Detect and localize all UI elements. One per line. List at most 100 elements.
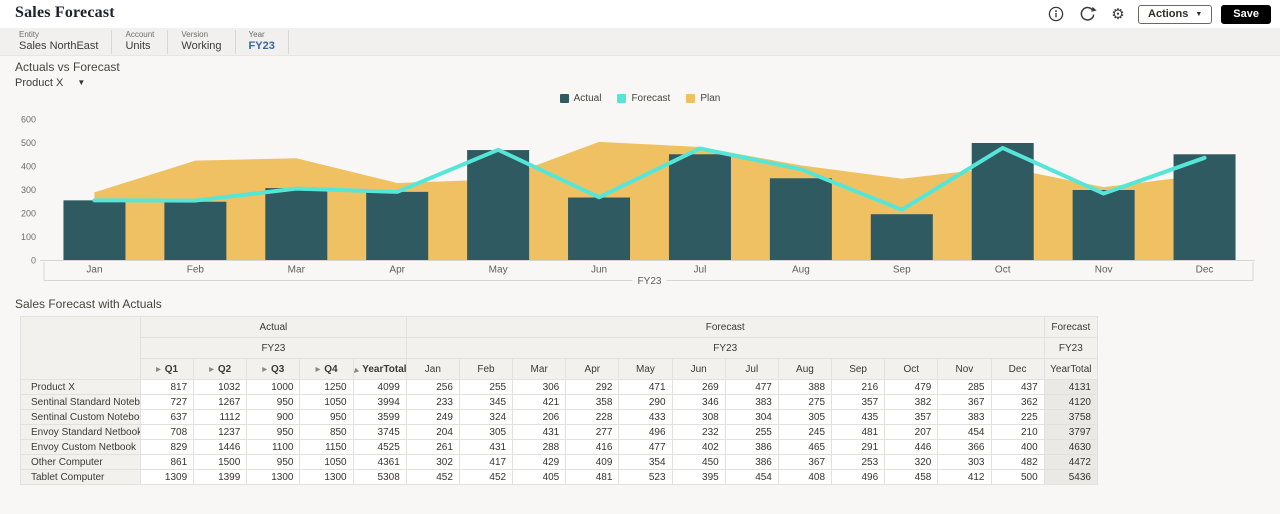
pov-value[interactable]: FY23 <box>248 40 275 52</box>
grid-cell[interactable]: 416 <box>565 439 620 455</box>
grid-cell[interactable]: 450 <box>671 454 726 470</box>
row-header[interactable]: Sentinal Standard Notebook <box>20 394 141 410</box>
grid-cell[interactable]: 386 <box>724 454 779 470</box>
grid-cell[interactable]: 429 <box>512 454 567 470</box>
collapse-icon[interactable]: ▶ <box>353 366 359 375</box>
product-selector[interactable]: Product X ▼ <box>15 77 85 89</box>
grid-cell[interactable]: 261 <box>405 439 460 455</box>
grid-cell[interactable]: 210 <box>990 424 1045 440</box>
grid-cell[interactable]: 458 <box>884 469 939 485</box>
grid-cell[interactable]: 431 <box>512 424 567 440</box>
grid-cell[interactable]: 4630 <box>1043 439 1099 455</box>
grid-cell[interactable]: 1446 <box>193 439 248 455</box>
grid-cell[interactable]: 216 <box>831 379 886 395</box>
grid-cell[interactable]: 431 <box>458 439 514 455</box>
grid-cell[interactable]: 1112 <box>193 409 248 425</box>
grid-cell[interactable]: 346 <box>671 394 726 410</box>
grid-cell[interactable]: 277 <box>565 424 620 440</box>
column-header-jul[interactable]: Jul <box>724 358 779 380</box>
grid-cell[interactable]: 446 <box>884 439 939 455</box>
grid-cell[interactable]: 5436 <box>1043 469 1099 485</box>
grid-cell[interactable]: 4099 <box>352 379 407 395</box>
grid-cell[interactable]: 471 <box>618 379 673 395</box>
grid-cell[interactable]: 1100 <box>246 439 301 455</box>
grid-cell[interactable]: 405 <box>512 469 567 485</box>
grid-cell[interactable]: 479 <box>884 379 939 395</box>
grid-cell[interactable]: 1267 <box>193 394 248 410</box>
grid-cell[interactable]: 383 <box>937 409 992 425</box>
column-header-oct[interactable]: Oct <box>884 358 939 380</box>
legend-item-plan[interactable]: Plan <box>686 93 720 104</box>
grid-cell[interactable]: 496 <box>618 424 673 440</box>
column-header-q4[interactable]: ▶ Q4 <box>299 358 354 380</box>
grid-cell[interactable]: 817 <box>139 379 195 395</box>
grid-cell[interactable]: 285 <box>937 379 992 395</box>
grid-cell[interactable]: 3599 <box>352 409 407 425</box>
grid-cell[interactable]: 4525 <box>352 439 407 455</box>
pov-item-version[interactable]: Version Working <box>168 29 236 54</box>
pov-value[interactable]: Units <box>125 40 151 52</box>
column-header-apr[interactable]: Apr <box>565 358 620 380</box>
grid-cell[interactable]: 454 <box>724 469 779 485</box>
grid-cell[interactable]: 950 <box>299 409 354 425</box>
info-icon-button[interactable] <box>1045 3 1067 25</box>
grid-cell[interactable]: 452 <box>458 469 514 485</box>
grid-cell[interactable]: 452 <box>405 469 460 485</box>
grid-cell[interactable]: 245 <box>777 424 833 440</box>
legend-item-forecast[interactable]: Forecast <box>617 93 670 104</box>
grid-cell[interactable]: 1150 <box>299 439 354 455</box>
refresh-icon-button[interactable] <box>1076 3 1098 25</box>
grid-cell[interactable]: 3994 <box>352 394 407 410</box>
grid-cell[interactable]: 4131 <box>1043 379 1099 395</box>
grid-cell[interactable]: 395 <box>671 469 726 485</box>
column-header-yeartotal[interactable]: YearTotal <box>1043 358 1099 380</box>
grid-cell[interactable]: 253 <box>831 454 886 470</box>
grid-cell[interactable]: 249 <box>405 409 460 425</box>
grid-cell[interactable]: 1399 <box>193 469 248 485</box>
grid-cell[interactable]: 412 <box>937 469 992 485</box>
grid-cell[interactable]: 727 <box>139 394 195 410</box>
grid-cell[interactable]: 1500 <box>193 454 248 470</box>
pov-item-year[interactable]: Year FY23 <box>236 29 289 54</box>
pov-value[interactable]: Working <box>181 40 222 52</box>
grid-cell[interactable]: 3745 <box>352 424 407 440</box>
row-header[interactable]: Envoy Custom Netbook <box>20 439 141 455</box>
row-header[interactable]: Product X <box>20 379 141 395</box>
grid-cell[interactable]: 708 <box>139 424 195 440</box>
legend-item-actual[interactable]: Actual <box>559 93 601 104</box>
grid-cell[interactable]: 225 <box>990 409 1045 425</box>
grid-cell[interactable]: 481 <box>565 469 620 485</box>
grid-cell[interactable]: 861 <box>139 454 195 470</box>
grid-cell[interactable]: 4472 <box>1043 454 1099 470</box>
grid-cell[interactable]: 421 <box>512 394 567 410</box>
column-header-q2[interactable]: ▶ Q2 <box>193 358 248 380</box>
grid-cell[interactable]: 482 <box>990 454 1045 470</box>
grid-cell[interactable]: 1300 <box>299 469 354 485</box>
grid-cell[interactable]: 388 <box>777 379 833 395</box>
save-button[interactable]: Save <box>1221 4 1271 24</box>
grid-cell[interactable]: 433 <box>618 409 673 425</box>
expand-icon[interactable]: ▶ <box>262 366 268 373</box>
grid-cell[interactable]: 357 <box>831 394 886 410</box>
column-header-q1[interactable]: ▶ Q1 <box>139 358 195 380</box>
grid-cell[interactable]: 207 <box>884 424 939 440</box>
grid-cell[interactable]: 345 <box>458 394 514 410</box>
grid-cell[interactable]: 481 <box>831 424 886 440</box>
grid-cell[interactable]: 320 <box>884 454 939 470</box>
grid-cell[interactable]: 900 <box>246 409 301 425</box>
grid-cell[interactable]: 950 <box>246 424 301 440</box>
grid-cell[interactable]: 204 <box>405 424 460 440</box>
grid-cell[interactable]: 950 <box>246 454 301 470</box>
grid-cell[interactable]: 850 <box>299 424 354 440</box>
grid-cell[interactable]: 1300 <box>246 469 301 485</box>
grid-cell[interactable]: 324 <box>458 409 514 425</box>
column-header-jan[interactable]: Jan <box>405 358 460 380</box>
grid-cell[interactable]: 523 <box>618 469 673 485</box>
column-header-aug[interactable]: Aug <box>777 358 833 380</box>
grid-cell[interactable]: 408 <box>777 469 833 485</box>
grid-cell[interactable]: 1000 <box>246 379 301 395</box>
actions-button[interactable]: Actions ▼ <box>1138 4 1213 24</box>
grid-cell[interactable]: 288 <box>512 439 567 455</box>
grid-cell[interactable]: 5308 <box>352 469 407 485</box>
grid-cell[interactable]: 402 <box>671 439 726 455</box>
